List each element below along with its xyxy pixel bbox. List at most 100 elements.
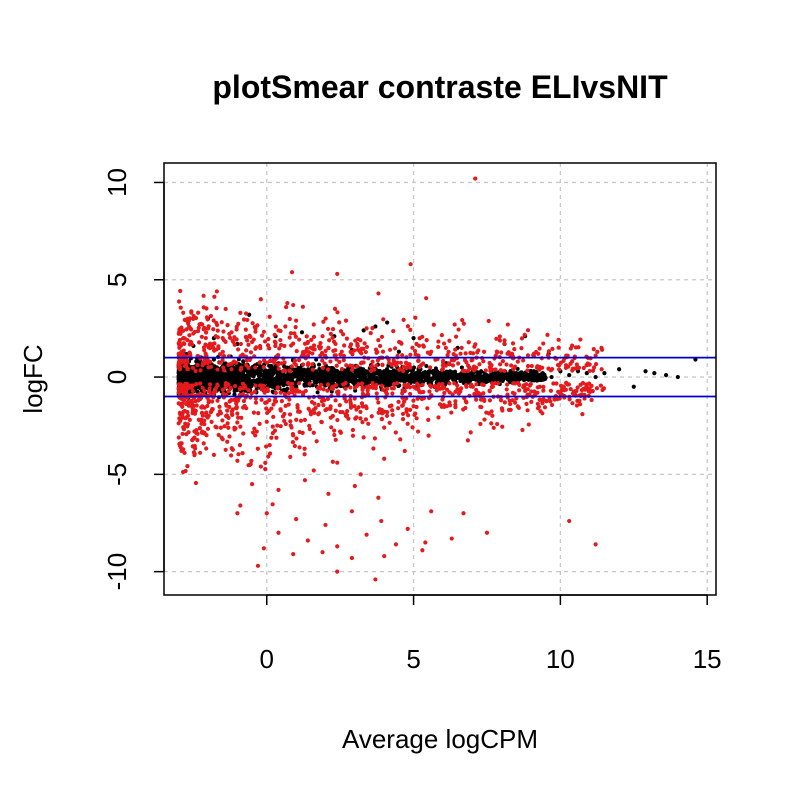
data-point-de (215, 398, 220, 403)
data-point-de (302, 452, 307, 457)
data-point-de (491, 425, 496, 430)
data-point-de (362, 341, 367, 346)
data-point-non-de (253, 369, 258, 374)
data-point-de (487, 398, 493, 403)
data-point-de (185, 381, 190, 386)
data-point-de (404, 385, 409, 390)
data-point-de (541, 388, 546, 393)
data-point-non-de (299, 330, 305, 335)
data-point-non-de (195, 378, 200, 383)
data-point-non-de (470, 373, 475, 378)
data-point-de (509, 363, 514, 368)
data-point-de (386, 357, 391, 362)
data-point-de (420, 382, 425, 388)
data-point-de (223, 447, 228, 452)
data-point-de (389, 403, 394, 408)
data-point-de (310, 362, 315, 367)
data-point-de (199, 405, 204, 410)
data-point-de (312, 410, 317, 416)
data-point-de (264, 419, 269, 424)
data-point-de (341, 332, 346, 337)
data-point-de (439, 333, 444, 338)
data-point-non-de (400, 377, 405, 382)
data-point-de (265, 387, 270, 392)
data-point-de (379, 383, 384, 388)
data-point-de (188, 340, 194, 345)
data-point-de (296, 358, 302, 363)
data-point-de (182, 341, 187, 347)
data-point-de (379, 334, 385, 339)
data-point-de (306, 350, 312, 355)
data-point-de (379, 407, 384, 413)
data-point-de (379, 417, 384, 422)
data-point-de (498, 368, 503, 373)
data-point-de (517, 382, 522, 387)
data-point-de (298, 418, 304, 423)
data-point-de (306, 406, 311, 411)
data-point-de (217, 404, 222, 409)
data-point-non-de (382, 369, 387, 374)
data-point-de (251, 430, 256, 435)
data-point-non-de (466, 377, 471, 382)
data-point-de (262, 358, 267, 363)
data-point-non-de (631, 384, 636, 389)
data-point-de (426, 417, 431, 422)
data-point-de (578, 337, 583, 342)
data-point-de (497, 334, 502, 339)
data-point-non-de (392, 372, 397, 377)
data-point-de (263, 444, 269, 449)
data-point-de (229, 367, 234, 372)
data-point-de (408, 352, 413, 357)
data-point-de (265, 343, 271, 348)
data-point-de (291, 552, 296, 557)
data-point-de (504, 387, 509, 392)
data-point-de (580, 380, 585, 386)
data-point-de (181, 398, 187, 403)
data-point-de (248, 462, 253, 467)
data-point-non-de (385, 320, 390, 325)
data-point-de (246, 342, 251, 347)
data-point-de (384, 391, 389, 396)
data-point-de (512, 391, 517, 396)
data-point-de (373, 386, 378, 391)
data-point-non-de (593, 374, 598, 380)
data-point-de (213, 334, 218, 339)
data-point-de (176, 435, 181, 440)
data-point-de (228, 453, 234, 458)
data-point-de (344, 363, 349, 368)
data-point-de (398, 437, 403, 442)
data-point-non-de (417, 371, 422, 376)
data-point-de (187, 316, 192, 321)
data-point-non-de (475, 370, 480, 375)
data-point-de (408, 262, 413, 267)
data-point-de (225, 421, 230, 426)
data-point-de (476, 348, 481, 353)
data-point-de (529, 399, 534, 404)
data-point-non-de (439, 374, 444, 379)
data-point-de (195, 329, 201, 334)
data-point-de (360, 420, 365, 425)
data-point-de (355, 364, 360, 369)
data-point-non-de (341, 375, 346, 380)
data-point-de (316, 402, 321, 408)
data-point-non-de (452, 371, 457, 376)
data-point-de (433, 357, 438, 362)
data-point-de (332, 306, 338, 311)
data-point-non-de (264, 369, 269, 374)
data-point-de (348, 405, 354, 410)
data-point-de (556, 337, 561, 342)
data-point-de (375, 349, 380, 355)
data-point-de (185, 386, 191, 391)
data-point-de (366, 384, 372, 389)
data-point-de (200, 429, 205, 434)
data-point-de (317, 346, 322, 351)
data-point-de (413, 315, 418, 320)
data-point-de (548, 368, 554, 373)
data-point-non-de (527, 373, 532, 378)
data-point-de (557, 367, 562, 372)
data-point-non-de (255, 378, 261, 384)
data-point-non-de (296, 373, 301, 378)
data-point-de (510, 341, 516, 346)
data-point-de (262, 390, 267, 395)
data-point-de (387, 420, 392, 425)
